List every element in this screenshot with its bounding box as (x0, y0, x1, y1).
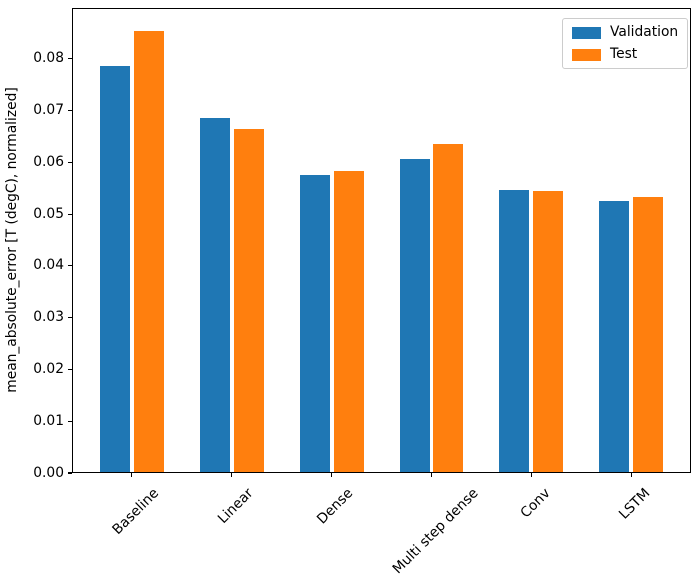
y-tick-label: 0.04 (33, 257, 64, 274)
y-tick-mark (68, 161, 72, 163)
bar-test-baseline (133, 31, 164, 473)
x-tick-mark (430, 473, 432, 477)
bar-test-multi-step-dense (433, 144, 464, 473)
x-tick-mark (530, 473, 532, 477)
y-tick-label: 0.07 (33, 102, 64, 118)
y-tick-label: 0.08 (33, 50, 64, 67)
y-tick-label: 0.01 (33, 412, 64, 429)
bar-validation-lstm (599, 201, 630, 473)
y-tick-label: 0.00 (33, 464, 64, 481)
y-tick-mark (68, 213, 72, 215)
legend-label-validation: Validation (610, 24, 679, 40)
y-tick-mark (68, 58, 72, 60)
x-tick-label-linear: Linear (214, 485, 257, 527)
x-tick-label-multi-step-dense: Multi step dense (389, 485, 482, 578)
y-tick-label: 0.05 (33, 205, 64, 222)
x-tick-label-dense: Dense (314, 485, 357, 528)
bar-validation-multi-step-dense (399, 158, 430, 473)
x-tick-mark (630, 473, 632, 477)
y-tick-label: 0.06 (33, 153, 64, 170)
y-tick-label: 0.03 (33, 309, 64, 326)
y-axis-label: mean_absolute_error [T (degC), normalize… (4, 87, 20, 393)
bar-validation-linear (199, 117, 230, 473)
x-tick-label-conv: Conv (517, 485, 554, 522)
bar-test-conv (533, 190, 564, 473)
y-tick-mark (68, 265, 72, 267)
bar-test-dense (333, 170, 364, 473)
x-tick-label-lstm: LSTM (616, 485, 654, 523)
legend: Validation Test (562, 18, 689, 69)
x-tick-mark (231, 473, 233, 477)
x-tick-label-baseline: Baseline (109, 485, 162, 538)
y-tick-mark (68, 317, 72, 319)
x-tick-mark (131, 473, 133, 477)
y-tick-label: 0.02 (33, 360, 64, 377)
bar-test-linear (233, 129, 264, 473)
y-tick-mark (68, 109, 72, 112)
test-color-swatch (572, 48, 601, 61)
bar-test-lstm (633, 197, 664, 473)
y-tick-mark (68, 420, 72, 422)
bar-validation-baseline (100, 65, 130, 473)
y-tick-mark (68, 368, 72, 370)
legend-label-test: Test (610, 46, 638, 62)
legend-item-test: Test (572, 47, 678, 62)
validation-color-swatch (572, 26, 601, 39)
y-tick-mark (68, 472, 72, 474)
bar-validation-dense (299, 175, 330, 473)
legend-item-validation: Validation (572, 25, 678, 40)
x-tick-mark (331, 473, 333, 477)
bar-validation-conv (499, 189, 530, 473)
